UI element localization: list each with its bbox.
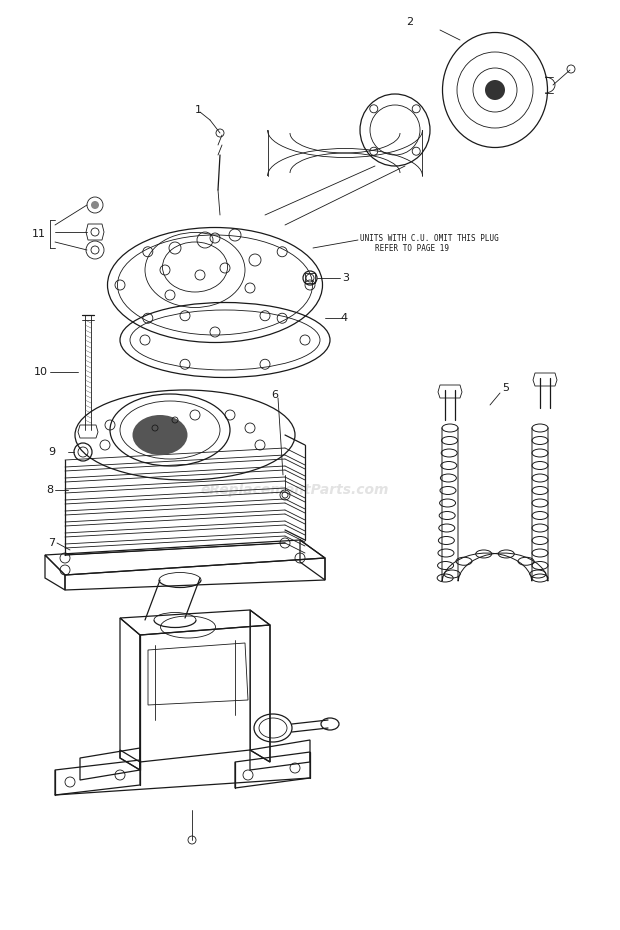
Text: 4: 4 <box>340 313 347 323</box>
Text: 3: 3 <box>342 273 349 283</box>
Ellipse shape <box>133 415 187 455</box>
Text: eReplacementParts.com: eReplacementParts.com <box>201 483 389 497</box>
Text: UNITS WITH C.U. OMIT THIS PLUG: UNITS WITH C.U. OMIT THIS PLUG <box>360 233 498 243</box>
Circle shape <box>91 201 99 209</box>
Text: 10: 10 <box>34 367 48 377</box>
Text: REFER TO PAGE 19: REFER TO PAGE 19 <box>375 244 449 253</box>
Text: 9: 9 <box>48 447 55 457</box>
Text: 6: 6 <box>271 390 278 400</box>
Text: 1: 1 <box>195 105 202 115</box>
Circle shape <box>485 80 505 100</box>
Text: 7: 7 <box>48 538 55 548</box>
Text: 8: 8 <box>46 485 53 495</box>
Text: 5: 5 <box>502 383 509 393</box>
Text: 11: 11 <box>32 229 46 239</box>
Text: 2: 2 <box>406 17 413 27</box>
